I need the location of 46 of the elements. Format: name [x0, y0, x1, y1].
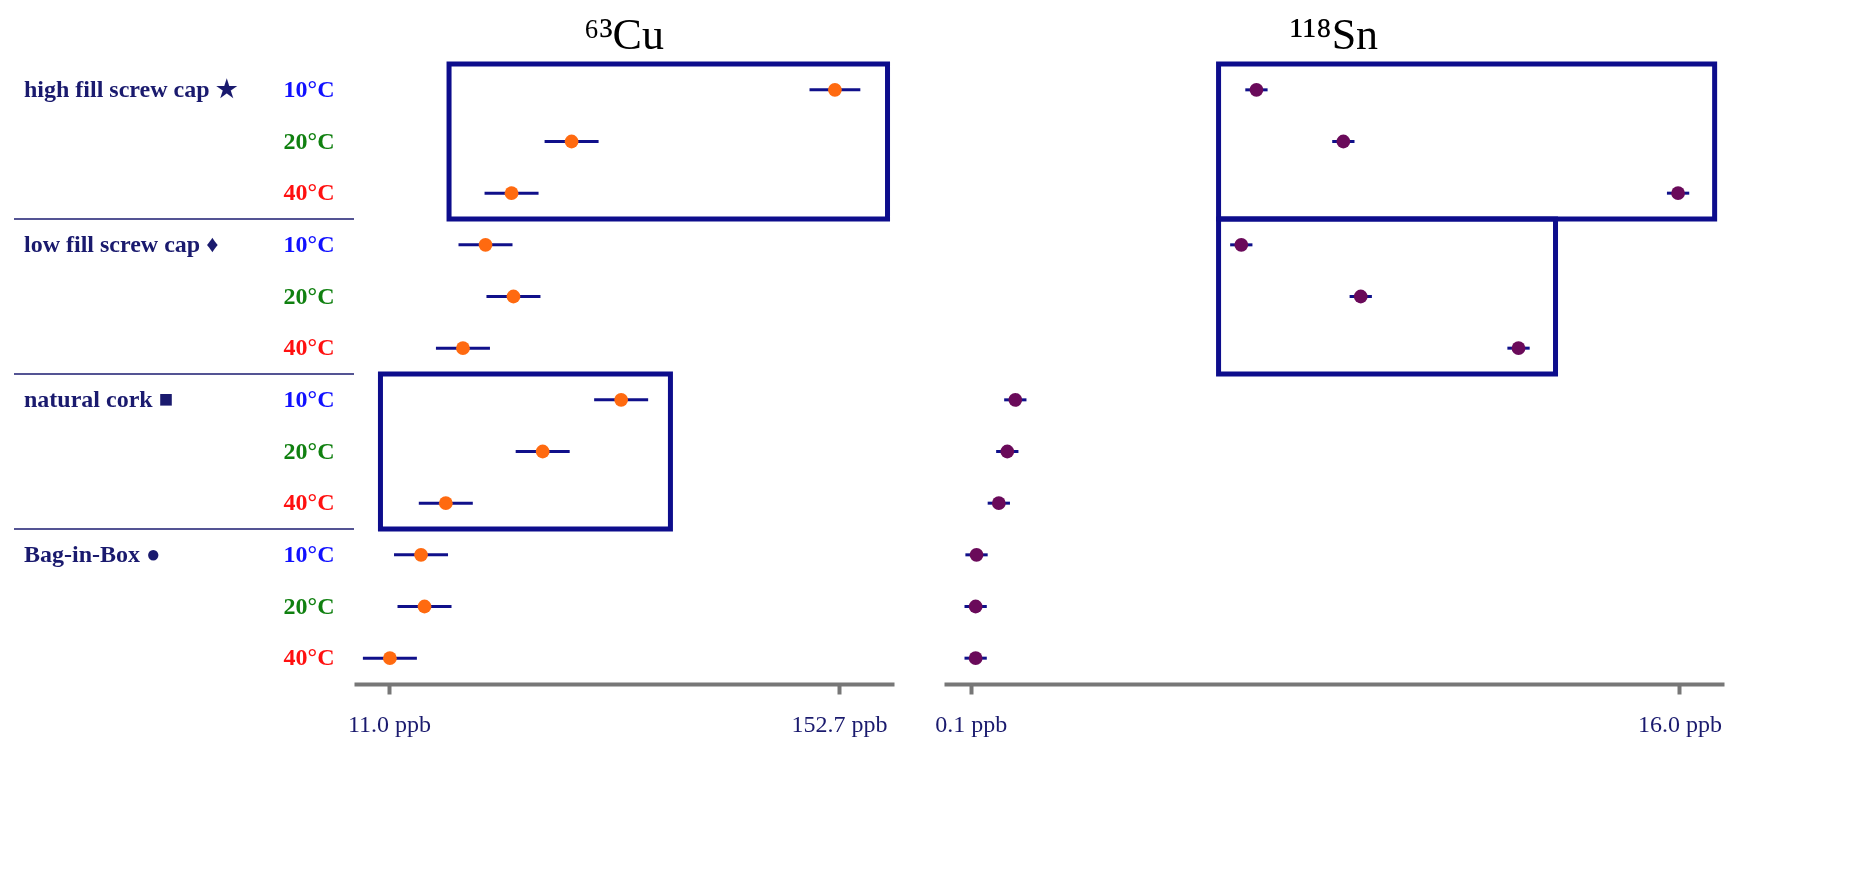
point: [414, 547, 428, 562]
x-tick-label: 16.0 ppb: [1637, 710, 1722, 737]
point: [417, 599, 432, 614]
y-tick-label: 40°C: [283, 334, 335, 361]
chart-title: ⁶³Cu: [584, 9, 664, 59]
y-tick-label: 20°C: [283, 592, 335, 619]
point: [1671, 186, 1685, 201]
point: [968, 599, 983, 614]
x-tick-label: 152.7 ppb: [791, 710, 888, 737]
text: Bag-in-Box ●: [24, 540, 161, 567]
point: [438, 496, 453, 511]
point: [1234, 237, 1249, 252]
y-tick-label: 40°C: [283, 644, 335, 671]
y-tick-label: 10°C: [283, 75, 335, 102]
point: [1000, 444, 1015, 459]
point: [991, 496, 1006, 511]
point: [478, 237, 493, 252]
y-tick-label: 40°C: [283, 179, 335, 206]
y-tick-label: 20°C: [283, 282, 335, 309]
y-tick-label: 10°C: [283, 385, 335, 412]
x-tick-label: 11.0 ppb: [347, 710, 431, 737]
point: [1249, 82, 1264, 97]
point: [535, 444, 550, 459]
y-tick-label: 10°C: [283, 230, 335, 257]
point: [456, 341, 470, 356]
point: [1008, 392, 1023, 407]
point: [828, 82, 842, 97]
point: [504, 186, 519, 201]
point: [614, 392, 629, 407]
x-tick-label: 0.1 ppb: [935, 710, 1008, 737]
text: natural cork ■: [24, 385, 174, 412]
point: [1353, 289, 1368, 304]
text: high fill screw cap ★: [24, 75, 238, 102]
y-tick-label: 20°C: [283, 127, 335, 154]
point: [506, 289, 521, 304]
point: [968, 651, 983, 666]
point: [564, 134, 579, 149]
text: low fill screw cap ♦: [24, 230, 219, 257]
chart-title: ¹¹⁸Sn: [1289, 9, 1379, 59]
point: [1511, 341, 1526, 356]
y-tick-label: 20°C: [283, 437, 335, 464]
point: [969, 547, 984, 562]
y-tick-label: 10°C: [283, 540, 335, 567]
y-tick-label: 40°C: [283, 489, 335, 516]
point: [383, 651, 397, 666]
point: [1336, 134, 1351, 149]
